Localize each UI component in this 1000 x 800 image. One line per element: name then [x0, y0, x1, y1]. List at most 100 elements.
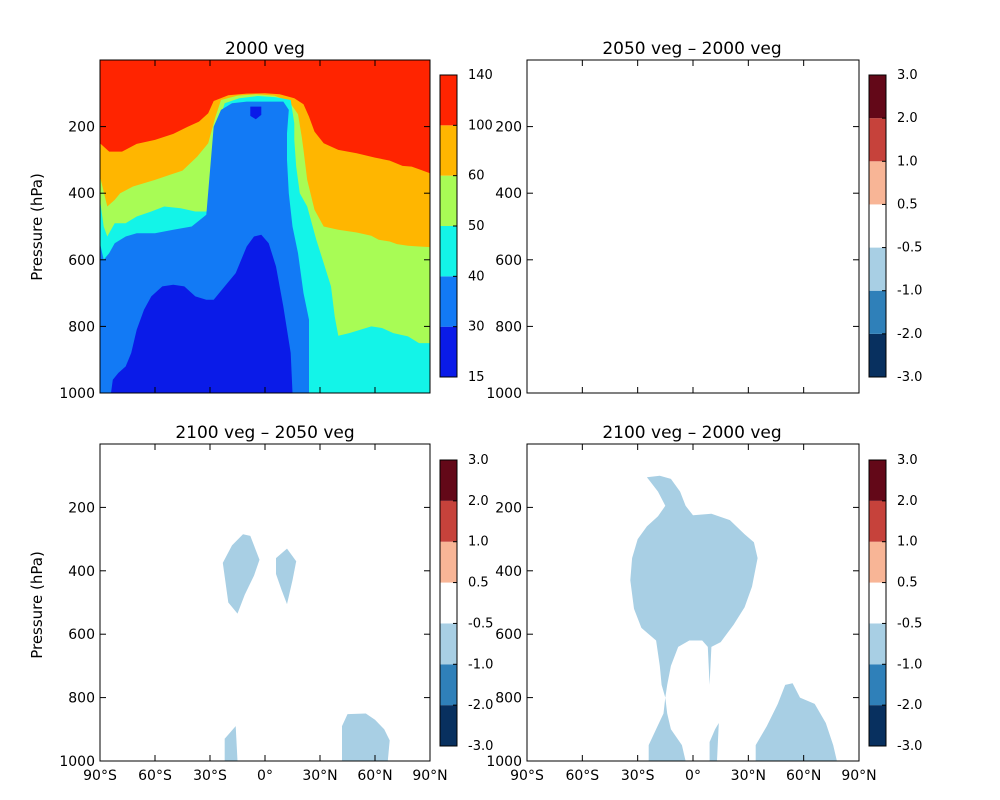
colorbar-segment	[869, 247, 886, 291]
panel-title: 2100 veg – 2050 veg	[175, 423, 354, 443]
colorbar-tick-label: 3.0	[897, 68, 918, 83]
x-tick-label: 60°N	[357, 768, 392, 784]
y-axis-label: Pressure (hPa)	[28, 551, 46, 659]
colorbar-tick-label: 0.5	[468, 576, 489, 591]
colorbar-segment	[440, 125, 457, 176]
y-tick-label: 400	[68, 186, 95, 202]
colorbar-frame	[868, 74, 887, 378]
x-tick-label: 60°N	[786, 768, 821, 784]
colorbar-segment	[440, 500, 457, 542]
y-tick-label: 800	[68, 319, 95, 335]
colorbar-tick-label: 40	[468, 269, 485, 284]
colorbar-tick-label: -1.0	[897, 284, 922, 299]
plot-frame	[99, 443, 431, 762]
colorbar-segment	[440, 664, 457, 706]
y-tick-label: 1000	[59, 386, 95, 402]
x-tick-label: 60°S	[565, 768, 599, 784]
colorbar-segment	[440, 705, 457, 746]
contour-regions	[100, 60, 430, 393]
colorbar-tick-label: 100	[468, 118, 493, 133]
x-tick-label: 30°N	[731, 768, 766, 784]
colorbar-segment	[869, 500, 886, 542]
colorbar-segment	[440, 541, 457, 583]
colorbar-tick-label: 1.0	[897, 154, 918, 169]
colorbar-segment	[869, 204, 886, 248]
colorbar-segment	[869, 118, 886, 162]
contour-region	[342, 713, 390, 761]
contour-region	[276, 548, 297, 605]
panel-title: 2100 veg – 2000 veg	[602, 423, 781, 443]
colorbar-tick-label: -2.0	[897, 698, 922, 713]
contour-regions	[222, 534, 390, 761]
colorbar-tick-label: 50	[468, 219, 485, 234]
colorbar-segment	[440, 75, 457, 126]
colorbar-tick-label: 2.0	[897, 111, 918, 126]
x-tick-label: 30°N	[302, 768, 337, 784]
contour-region	[709, 723, 719, 761]
x-tick-label: 90°N	[412, 768, 447, 784]
colorbar-tick-label: -2.0	[468, 698, 493, 713]
y-tick-label: 800	[495, 691, 522, 707]
colorbar-tick-label: -0.5	[897, 241, 922, 256]
colorbar-tick-label: -3.0	[468, 739, 493, 754]
colorbar-segment	[869, 161, 886, 205]
contour-region	[224, 726, 238, 761]
colorbar-segment	[869, 582, 886, 624]
colorbar-segment	[869, 541, 886, 583]
y-tick-label: 200	[495, 500, 522, 516]
panel-2050-minus-2000: 2050 veg – 2000 veg 200 400 600 800 1000 -3.0…	[486, 39, 922, 402]
colorbar-segment	[869, 290, 886, 334]
x-tick-label: 0°	[257, 768, 273, 784]
y-tick-label: 200	[68, 500, 95, 516]
colorbar-frame	[439, 459, 458, 747]
y-tick-label: 600	[495, 253, 522, 269]
colorbar-segment	[869, 623, 886, 665]
colorbar-tick-label: 60	[468, 169, 485, 184]
colorbar-tick-label: -1.0	[468, 657, 493, 672]
colorbar-frame	[868, 459, 887, 747]
colorbar-tick-label: 140	[468, 68, 493, 83]
contour-regions	[630, 475, 837, 761]
colorbar-tick-label: 2.0	[468, 494, 489, 509]
x-tick-label: 30°S	[193, 768, 227, 784]
colorbar-tick-label: 1.0	[468, 535, 489, 550]
y-tick-label: 600	[68, 253, 95, 269]
panel-title: 2050 veg – 2000 veg	[602, 39, 781, 59]
y-tick-label: 1000	[59, 754, 95, 770]
colorbar-tick-label: 30	[468, 320, 485, 335]
colorbar-tick-label: -0.5	[468, 616, 493, 631]
colorbar-segment	[440, 175, 457, 226]
contour-region	[648, 697, 686, 761]
x-tick-label: 90°S	[510, 768, 544, 784]
colorbar-tick-label: 0.5	[897, 197, 918, 212]
colorbar-tick-label: 15	[468, 370, 485, 385]
colorbar-segment	[440, 226, 457, 277]
contour-region	[755, 683, 837, 761]
x-tick-label: 30°S	[621, 768, 655, 784]
colorbar-segment	[869, 705, 886, 746]
y-tick-label: 600	[495, 627, 522, 643]
contour-region	[630, 475, 758, 698]
colorbar-tick-label: -0.5	[897, 616, 922, 631]
y-tick-label: 600	[68, 627, 95, 643]
colorbar-segment	[869, 333, 886, 377]
colorbar-tick-label: 2.0	[897, 494, 918, 509]
y-tick-label: 400	[68, 564, 95, 580]
y-tick-label: 200	[68, 120, 95, 136]
colorbar-segment	[869, 664, 886, 706]
y-tick-label: 800	[68, 691, 95, 707]
colorbar-tick-label: 3.0	[897, 453, 918, 468]
plot-frame	[526, 59, 860, 394]
y-tick-label: 1000	[486, 386, 522, 402]
y-tick-label: 200	[495, 120, 522, 136]
colorbar-segment	[869, 75, 886, 119]
x-tick-label: 0°	[685, 768, 701, 784]
y-tick-label: 400	[495, 186, 522, 202]
colorbar-segment	[440, 326, 457, 377]
contour-region	[111, 234, 293, 393]
colorbar-segment	[869, 460, 886, 501]
contour-region	[222, 534, 260, 614]
y-axis-label: Pressure (hPa)	[28, 173, 46, 281]
panel-title: 2000 veg	[225, 39, 305, 59]
colorbar-tick-label: 3.0	[468, 453, 489, 468]
